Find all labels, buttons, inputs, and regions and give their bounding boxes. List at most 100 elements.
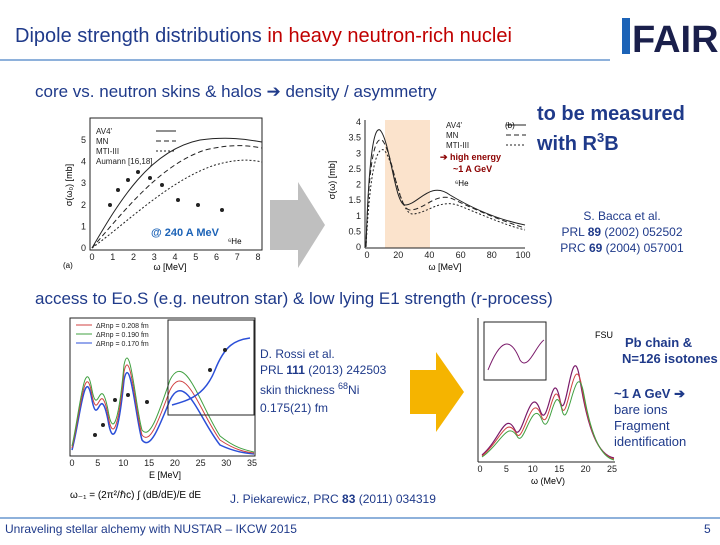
legend-label: MN — [446, 131, 459, 140]
footer-text: Unraveling stellar alchemy with NUSTAR –… — [5, 522, 297, 536]
x-tick-label: 25 — [196, 458, 206, 468]
x-tick-label: 8 — [255, 252, 260, 262]
x-label: ω (MeV) — [531, 476, 565, 486]
y-tick-label: 4 — [356, 117, 361, 127]
x-tick-label: 35 — [247, 458, 257, 468]
citation-part: J. Piekarewicz, PRC — [230, 492, 342, 506]
skin: skin thickness 68Ni — [260, 381, 359, 397]
x-tick-label: 25 — [607, 464, 617, 474]
y-tick-label: 3 — [81, 178, 86, 188]
legend-label: ΔRnp = 0.208 fm — [96, 323, 149, 330]
legend-label: AV4' — [446, 121, 463, 130]
legend-label: MTI-III — [96, 147, 119, 156]
x-tick-label: 7 — [235, 252, 240, 262]
title: Dipole strength distributions in heavy n… — [15, 25, 512, 47]
x-tick-label: 30 — [221, 458, 231, 468]
legend-label: MN — [96, 137, 109, 146]
y-tick-label: 2 — [356, 180, 361, 190]
page-number: 5 — [704, 522, 711, 536]
nucleus: ⁶He — [455, 179, 469, 188]
curve — [365, 139, 526, 248]
skin-text: skin thickness — [260, 383, 338, 397]
x-tick-label: 20 — [393, 250, 403, 260]
curve — [91, 137, 263, 249]
measured-text: B — [604, 133, 618, 155]
curve — [481, 373, 615, 460]
ref-volume: 111 — [286, 363, 305, 377]
y-tick-label: 1.5 — [348, 195, 361, 205]
x-tick-label: 20 — [170, 458, 180, 468]
legend-label: Aumann [16,18] — [96, 157, 152, 166]
x-tick-label: 5 — [193, 252, 198, 262]
y-tick-label: 1 — [81, 221, 86, 231]
curve — [91, 159, 263, 249]
right-line: bare ions — [614, 402, 668, 417]
y-tick-label: 4 — [81, 157, 86, 167]
ref-line: PRL 111 (2013) 242503 — [260, 363, 387, 377]
x-tick-label: 0 — [364, 250, 369, 260]
y-tick-label: 3 — [356, 148, 361, 158]
subtitle: core vs. neutron skins & halos ➔ density… — [35, 82, 437, 101]
ref-author: S. Bacca et al. — [583, 209, 660, 223]
y-tick-label: 1 — [356, 211, 361, 221]
title-text: Dipole strength distributions — [15, 25, 262, 47]
citation-volume: 83 — [342, 492, 356, 506]
inset — [167, 319, 255, 416]
citation: J. Piekarewicz, PRC 83 (2011) 034319 — [230, 492, 436, 506]
legend-label: AV4' — [96, 127, 113, 136]
curve — [71, 357, 255, 453]
ref-part: PRC — [560, 241, 589, 255]
x-tick-label: 10 — [528, 464, 538, 474]
ref-part: (2004) 057001 — [602, 241, 684, 255]
x-tick-label: 2 — [131, 252, 136, 262]
x-label: ω [MeV] — [153, 262, 186, 272]
x-tick-label: 0 — [69, 458, 74, 468]
annotation: @ 240 A MeV — [151, 227, 220, 239]
logo: FAIR — [632, 19, 719, 61]
data-points — [108, 170, 224, 212]
model-label: FSU — [595, 330, 613, 340]
x-tick-label: 5 — [504, 464, 509, 474]
reference: D. Rossi et al. PRL 111 (2013) 242503 sk… — [260, 347, 387, 415]
y-tick-label: 5 — [81, 135, 86, 145]
measured: to be measured — [537, 103, 685, 125]
annotation: ~1 A GeV — [453, 164, 492, 174]
y-tick-label: 0.5 — [348, 226, 361, 236]
x-tick-label: 15 — [554, 464, 564, 474]
ref-part: PRL — [562, 225, 588, 239]
x-tick-label: 5 — [95, 458, 100, 468]
measured: with R3B — [536, 130, 619, 155]
legend-label: ΔRnp = 0.170 fm — [96, 341, 149, 348]
measured-text: with R — [536, 133, 598, 155]
curve — [71, 371, 255, 455]
plot-left-bottom: ΔRnp = 0.208 fm ΔRnp = 0.190 fm ΔRnp = 0.1… — [69, 317, 256, 501]
x-tick-label: 80 — [487, 250, 497, 260]
plot-frame — [69, 317, 256, 457]
arrow — [270, 182, 325, 268]
right-line: identification — [614, 434, 686, 449]
nucleus: ⁶He — [228, 237, 242, 246]
ref-line: PRL 89 (2002) 052502 — [562, 225, 683, 239]
x-tick-label: 0 — [477, 464, 482, 474]
x-tick-label: 20 — [581, 464, 591, 474]
x-tick-label: 0 — [89, 252, 94, 262]
y-label: σ(ω₀) [mb] — [64, 164, 74, 206]
right-line: Fragment — [614, 418, 670, 433]
x-tick-label: 1 — [110, 252, 115, 262]
inset — [483, 321, 547, 381]
citation-part: (2011) 034319 — [355, 492, 436, 506]
skin-text: Ni — [348, 383, 359, 397]
plot-frame — [89, 117, 263, 251]
x-tick-label: 10 — [118, 458, 128, 468]
right-text: Pb chain & N=126 isotones ~1 A GeV ➔ bar… — [614, 335, 718, 449]
highlight-band — [385, 120, 430, 248]
right-line: N=126 isotones — [622, 351, 718, 366]
annotation: ➔ high energy — [440, 152, 501, 162]
ref-part: (2002) 052502 — [601, 225, 683, 239]
curve — [481, 381, 615, 461]
